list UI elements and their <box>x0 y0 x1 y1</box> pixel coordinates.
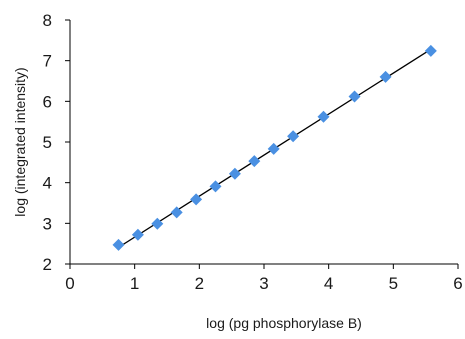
x-tick-label: 6 <box>453 274 462 293</box>
data-point <box>248 155 261 168</box>
data-point <box>317 110 330 123</box>
data-point <box>170 206 183 219</box>
x-tick-label: 3 <box>259 274 268 293</box>
data-point <box>112 238 125 251</box>
y-tick-label: 4 <box>43 174 52 193</box>
y-tick-label: 5 <box>43 133 52 152</box>
y-tick-label: 7 <box>43 52 52 71</box>
data-points <box>112 44 437 251</box>
data-point <box>348 90 361 103</box>
x-tick-label: 1 <box>130 274 139 293</box>
x-tick-label: 2 <box>195 274 204 293</box>
x-axis-title: log (pg phosphorylase B) <box>206 315 362 331</box>
data-point <box>190 193 203 206</box>
data-point <box>379 70 392 83</box>
y-tick-label: 6 <box>43 92 52 111</box>
data-point <box>228 167 241 180</box>
y-tick-label: 3 <box>43 214 52 233</box>
data-point <box>267 142 280 155</box>
x-tick-label: 0 <box>65 274 74 293</box>
x-tick-label: 4 <box>324 274 333 293</box>
data-point <box>424 44 437 57</box>
axes <box>65 19 459 269</box>
data-point <box>151 217 164 230</box>
y-tick-label: 8 <box>43 11 52 30</box>
x-tick-label: 5 <box>389 274 398 293</box>
y-tick-label: 2 <box>43 255 52 274</box>
data-point <box>131 228 144 241</box>
data-point <box>209 180 222 193</box>
y-axis-title: log (integrated intensity) <box>12 67 28 216</box>
data-point <box>287 130 300 143</box>
tick-labels: 0 1 2 3 4 5 6 2 3 4 5 6 7 8 <box>43 11 463 293</box>
